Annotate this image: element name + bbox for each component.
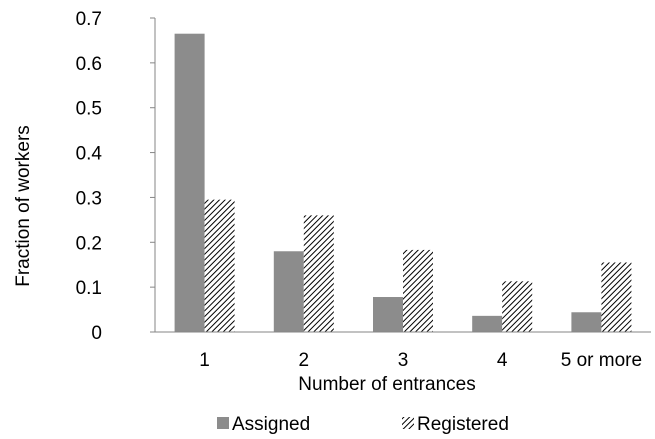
x-tick-label: 5 or more bbox=[561, 350, 642, 371]
legend-label-assigned: Assigned bbox=[232, 414, 310, 435]
legend-swatch-assigned bbox=[217, 417, 229, 429]
bar-assigned-1 bbox=[174, 33, 205, 332]
bar-registered-4 bbox=[502, 281, 533, 332]
y-axis-title: Fraction of workers bbox=[13, 125, 34, 287]
axes bbox=[150, 17, 651, 333]
bar-assigned-3 bbox=[373, 297, 403, 332]
bar-registered-3 bbox=[403, 249, 433, 332]
y-tick-label: 0.2 bbox=[76, 233, 102, 254]
x-tick-label: 2 bbox=[299, 350, 310, 371]
bar-assigned-4 bbox=[472, 315, 503, 332]
legend-swatch-registered bbox=[402, 417, 414, 429]
y-tick-label: 0.1 bbox=[76, 278, 102, 299]
bars bbox=[174, 33, 632, 332]
y-tick-label: 0.3 bbox=[76, 188, 102, 209]
legend: Assigned Registered bbox=[217, 414, 509, 435]
y-axis-tick-labels: 0 0.1 0.2 0.3 0.4 0.5 0.6 0.7 bbox=[76, 9, 103, 344]
y-tick-label: 0.6 bbox=[76, 54, 102, 75]
x-axis-tick-labels: 1 2 3 4 5 or more bbox=[199, 350, 642, 371]
y-tick-label: 0.7 bbox=[76, 9, 102, 30]
legend-label-registered: Registered bbox=[417, 414, 509, 435]
x-tick-label: 4 bbox=[497, 350, 508, 371]
y-tick-label: 0.4 bbox=[76, 144, 103, 165]
y-tick-label: 0.5 bbox=[76, 99, 102, 120]
x-tick-label: 1 bbox=[199, 350, 210, 371]
bar-assigned-2 bbox=[273, 251, 304, 332]
bar-registered-2 bbox=[303, 215, 334, 332]
y-tick-label: 0 bbox=[91, 323, 102, 344]
x-axis-title: Number of entrances bbox=[298, 374, 475, 395]
bar-registered-5-or-more bbox=[601, 262, 632, 332]
bar-registered-1 bbox=[204, 199, 235, 332]
x-tick-label: 3 bbox=[398, 350, 409, 371]
bar-assigned-5-or-more bbox=[571, 312, 602, 332]
